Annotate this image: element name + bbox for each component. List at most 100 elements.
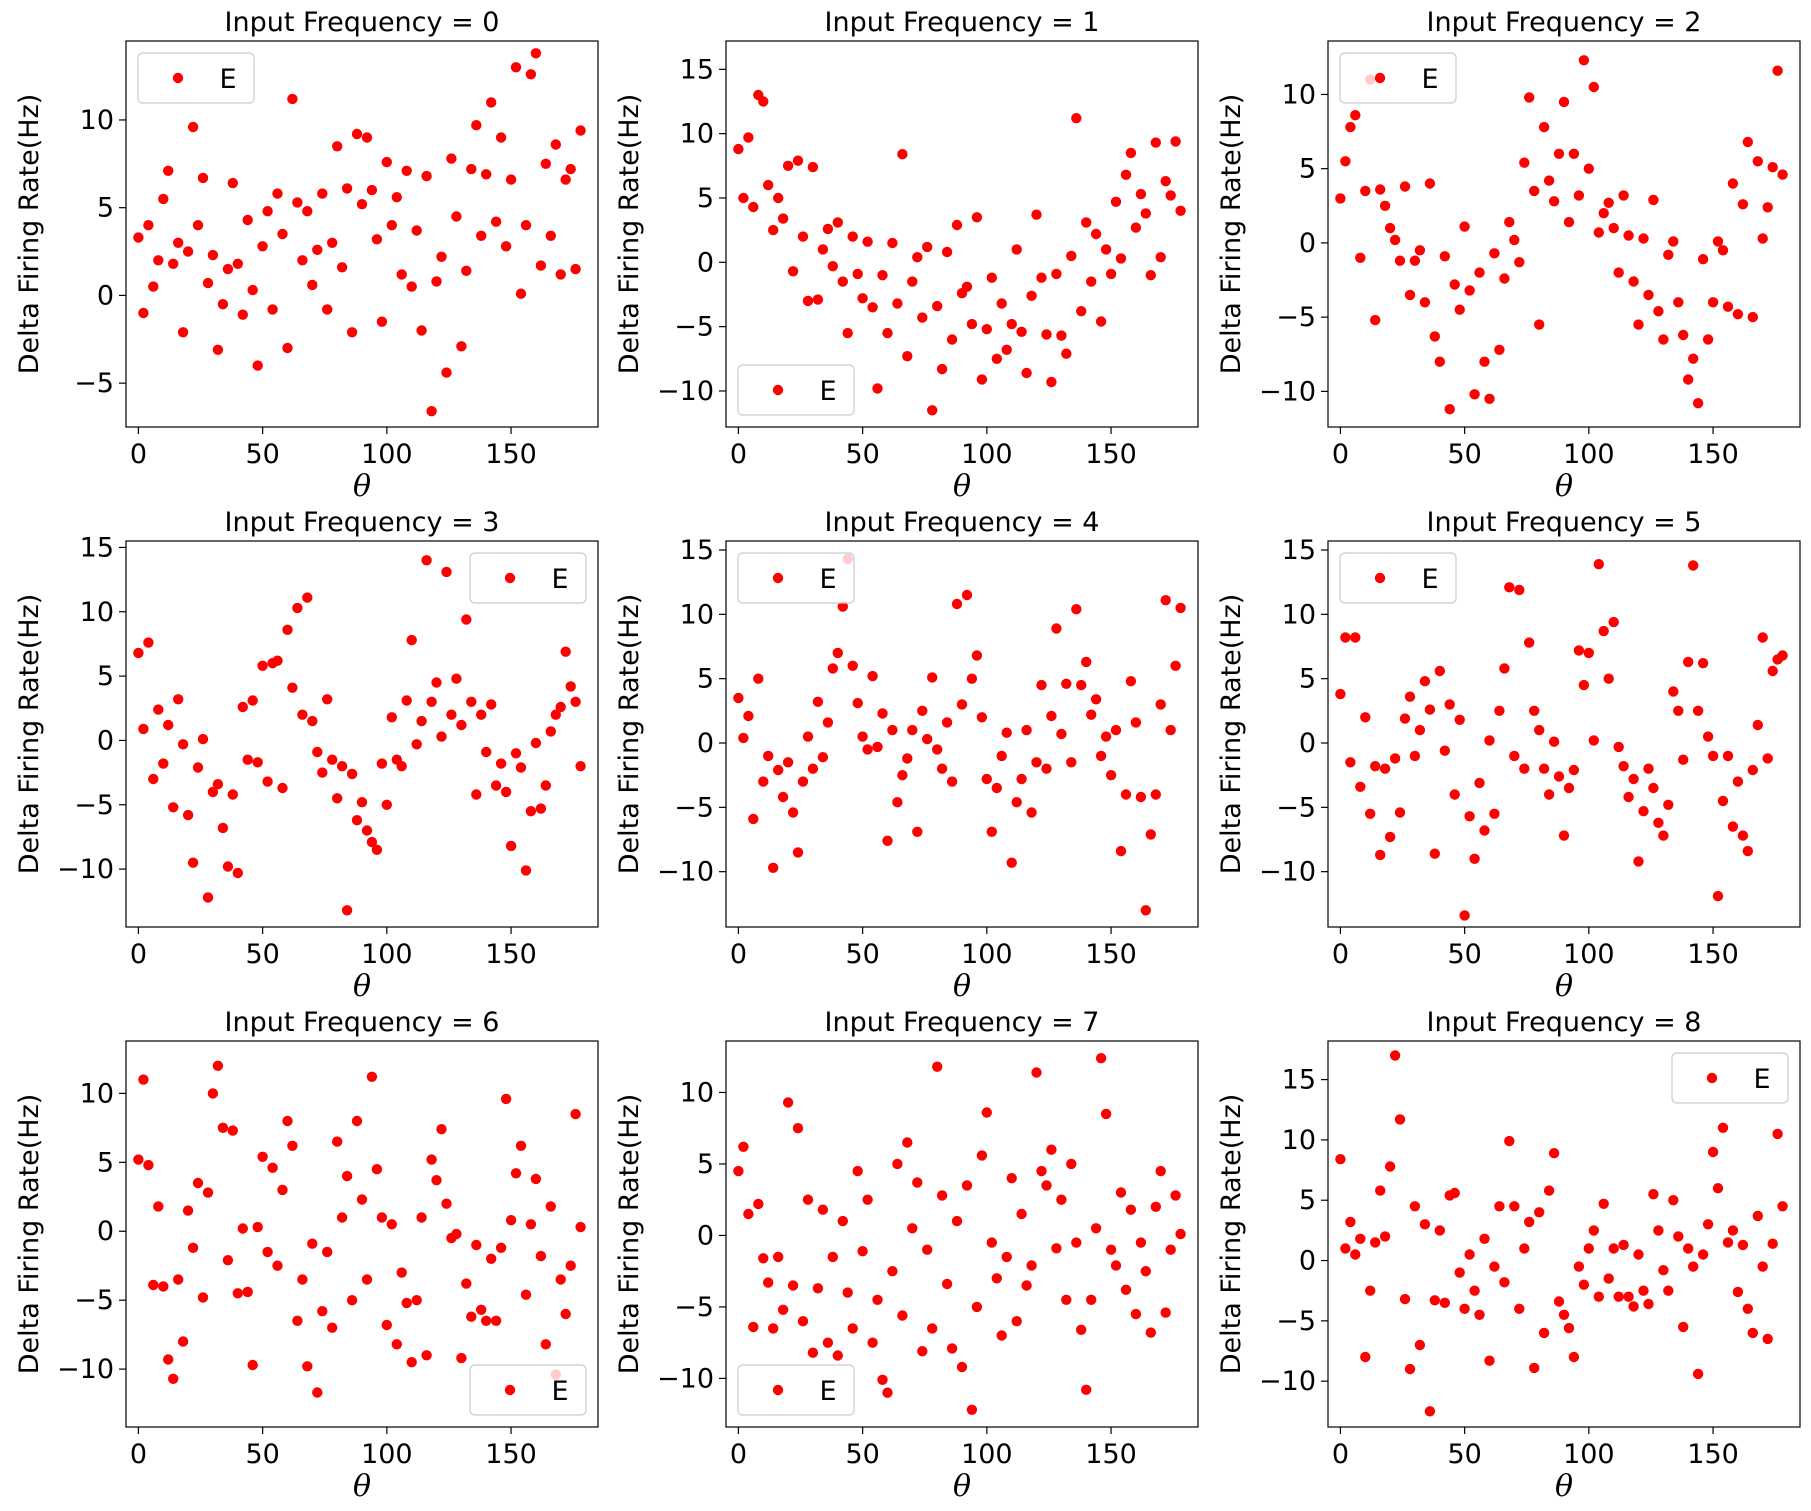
data-point [1613, 267, 1624, 278]
data-point [1449, 1187, 1460, 1199]
data-point [976, 1150, 988, 1161]
data-point [936, 763, 948, 774]
data-point [525, 69, 537, 80]
data-point [1459, 910, 1470, 921]
data-point [1110, 724, 1122, 736]
data-point [307, 1238, 318, 1249]
data-point [525, 1219, 537, 1230]
data-point [832, 217, 843, 228]
legend-frame [737, 1364, 855, 1416]
data-point [1668, 236, 1679, 247]
data-point [565, 681, 576, 692]
y-tick-label: 10 [1282, 599, 1316, 630]
data-point [1006, 318, 1017, 330]
data-point [1608, 616, 1619, 628]
x-tick-label: 100 [361, 439, 413, 470]
data-point [797, 231, 809, 242]
data-point [1389, 753, 1401, 764]
y-tick-label: 5 [97, 661, 114, 692]
subplot-title: Input Frequency = 7 [825, 1007, 1100, 1038]
data-point [1519, 763, 1530, 774]
data-point [575, 761, 586, 772]
data-point [376, 758, 388, 769]
subplot-title: Input Frequency = 8 [1427, 1007, 1702, 1038]
data-point [1031, 757, 1042, 768]
data-point [1066, 1158, 1077, 1170]
data-point [486, 699, 497, 710]
x-tick-label: 150 [1085, 939, 1137, 970]
data-point [456, 1352, 467, 1364]
data-point [1145, 270, 1157, 281]
data-point [1375, 1185, 1386, 1196]
y-axis-label: Delta Firing Rate(Hz) [1216, 94, 1247, 375]
data-point [872, 741, 883, 753]
x-tick-label: 50 [845, 439, 879, 470]
data-point [1568, 148, 1580, 159]
data-point [1593, 227, 1605, 238]
data-point [1772, 1128, 1783, 1140]
data-point [297, 255, 308, 266]
data-point [817, 1204, 829, 1215]
data-point [1165, 724, 1176, 736]
x-tick-label: 150 [1687, 1439, 1739, 1470]
scatter-series-E [1335, 55, 1788, 415]
data-point [446, 153, 457, 164]
data-point [1663, 1285, 1674, 1296]
data-point [1658, 334, 1669, 345]
data-point [1345, 121, 1356, 133]
data-point [1558, 830, 1570, 841]
x-axis-label: θ [953, 469, 971, 504]
data-point [356, 797, 368, 808]
legend-frame [1671, 1052, 1789, 1104]
data-point [133, 647, 144, 659]
subplot-grid: Input Frequency = 00 50 100 150−50510θDelta… [14, 7, 1801, 1504]
data-point [1051, 268, 1062, 280]
data-point [431, 1175, 442, 1186]
data-point [1076, 1324, 1087, 1336]
data-point [182, 809, 194, 821]
data-point [1170, 136, 1181, 147]
data-point [520, 865, 532, 876]
data-point [1444, 699, 1455, 710]
data-point [758, 96, 769, 107]
data-point [436, 731, 447, 742]
y-tick-label: 5 [697, 664, 714, 695]
data-point [197, 733, 209, 745]
data-point [951, 219, 963, 231]
data-point [1036, 272, 1047, 283]
data-point [1394, 807, 1406, 818]
y-tick-label: 15 [1282, 535, 1316, 566]
legend-frame [469, 552, 587, 604]
data-point [758, 776, 769, 787]
data-point [307, 715, 318, 727]
y-tick-label: −5 [74, 368, 114, 399]
data-point [247, 1359, 258, 1371]
data-point [912, 1177, 923, 1188]
data-point [1086, 709, 1097, 720]
data-point [1767, 1238, 1778, 1249]
data-point [490, 1315, 502, 1327]
data-point [956, 1361, 968, 1373]
data-point [168, 258, 179, 269]
data-point [282, 342, 293, 354]
data-point [1066, 757, 1077, 768]
data-point [1355, 781, 1366, 792]
data-point [1464, 811, 1475, 822]
data-point [1115, 845, 1127, 857]
data-point [1717, 795, 1729, 807]
data-point [1095, 1053, 1107, 1064]
data-point [966, 318, 978, 330]
data-point [842, 1287, 853, 1298]
y-tick-label: −10 [1259, 1366, 1316, 1397]
legend-marker [1706, 1072, 1718, 1084]
data-point [768, 1323, 779, 1334]
data-point [991, 782, 1002, 794]
data-point [262, 1246, 273, 1258]
data-point [1105, 770, 1117, 781]
data-point [1429, 848, 1441, 859]
data-point [1692, 705, 1704, 716]
data-point [222, 263, 234, 275]
data-point [341, 1170, 353, 1182]
data-point [787, 807, 799, 818]
data-point [852, 697, 863, 709]
